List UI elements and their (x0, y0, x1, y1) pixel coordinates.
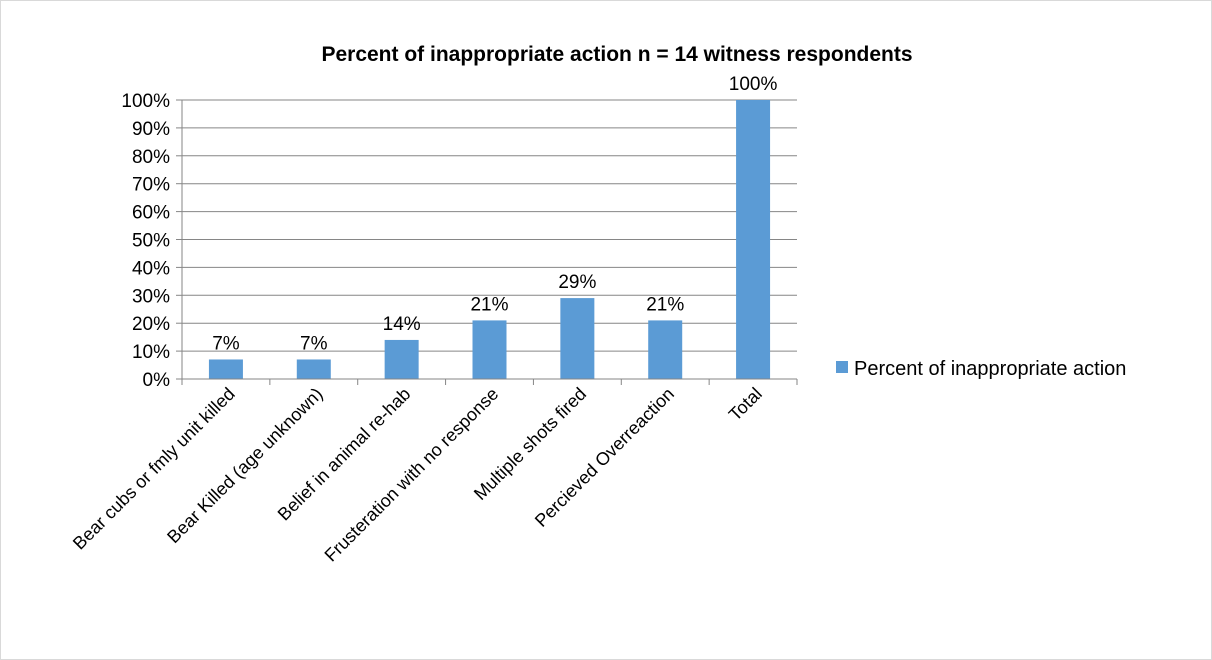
data-label: 7% (212, 333, 240, 354)
y-tick-label: 20% (132, 314, 170, 335)
legend-label: Percent of inappropriate action (854, 358, 1126, 380)
x-category-label: Bear Killed (age unknown) (163, 384, 326, 547)
y-tick-label: 30% (132, 286, 170, 307)
y-tick-label: 10% (132, 342, 170, 363)
data-label: 21% (646, 294, 684, 315)
bar (472, 320, 507, 379)
bar (384, 339, 419, 379)
x-category-label: Bear cubs or fmly unit killed (69, 384, 239, 554)
y-tick-label: 0% (143, 370, 171, 391)
data-labels: 7% 7% 14% 21% 29% 21% 100% (212, 74, 777, 354)
data-label: 14% (383, 314, 421, 335)
gridlines (182, 99, 797, 352)
x-category-label: Total (725, 384, 766, 425)
x-category-label: Frusteration with no response (321, 384, 503, 566)
legend: Percent of inappropriate action (836, 358, 1126, 380)
y-tick-label: 60% (132, 203, 170, 224)
bar (648, 320, 683, 379)
y-tick-label: 80% (132, 147, 170, 168)
y-tick-label: 90% (132, 119, 170, 140)
bar (560, 298, 595, 379)
data-label: 29% (558, 272, 596, 293)
x-axis (181, 100, 798, 385)
y-tick-label: 70% (132, 175, 170, 196)
legend-swatch (836, 361, 848, 373)
bar (736, 100, 771, 379)
data-label: 21% (470, 294, 508, 315)
y-tick-label: 40% (132, 258, 170, 279)
data-label: 100% (729, 74, 778, 95)
data-label: 7% (300, 333, 328, 354)
bars (208, 100, 771, 379)
y-tick-label: 50% (132, 231, 170, 252)
y-axis-ticks: 0% 10% 20% 30% 40% 50% 60% 70% 80% 90% 100% (121, 91, 182, 391)
y-tick-label: 100% (121, 91, 170, 112)
bar (208, 359, 243, 379)
bar (296, 359, 331, 379)
chart-title: Percent of inappropriate action n = 14 w… (321, 43, 912, 66)
